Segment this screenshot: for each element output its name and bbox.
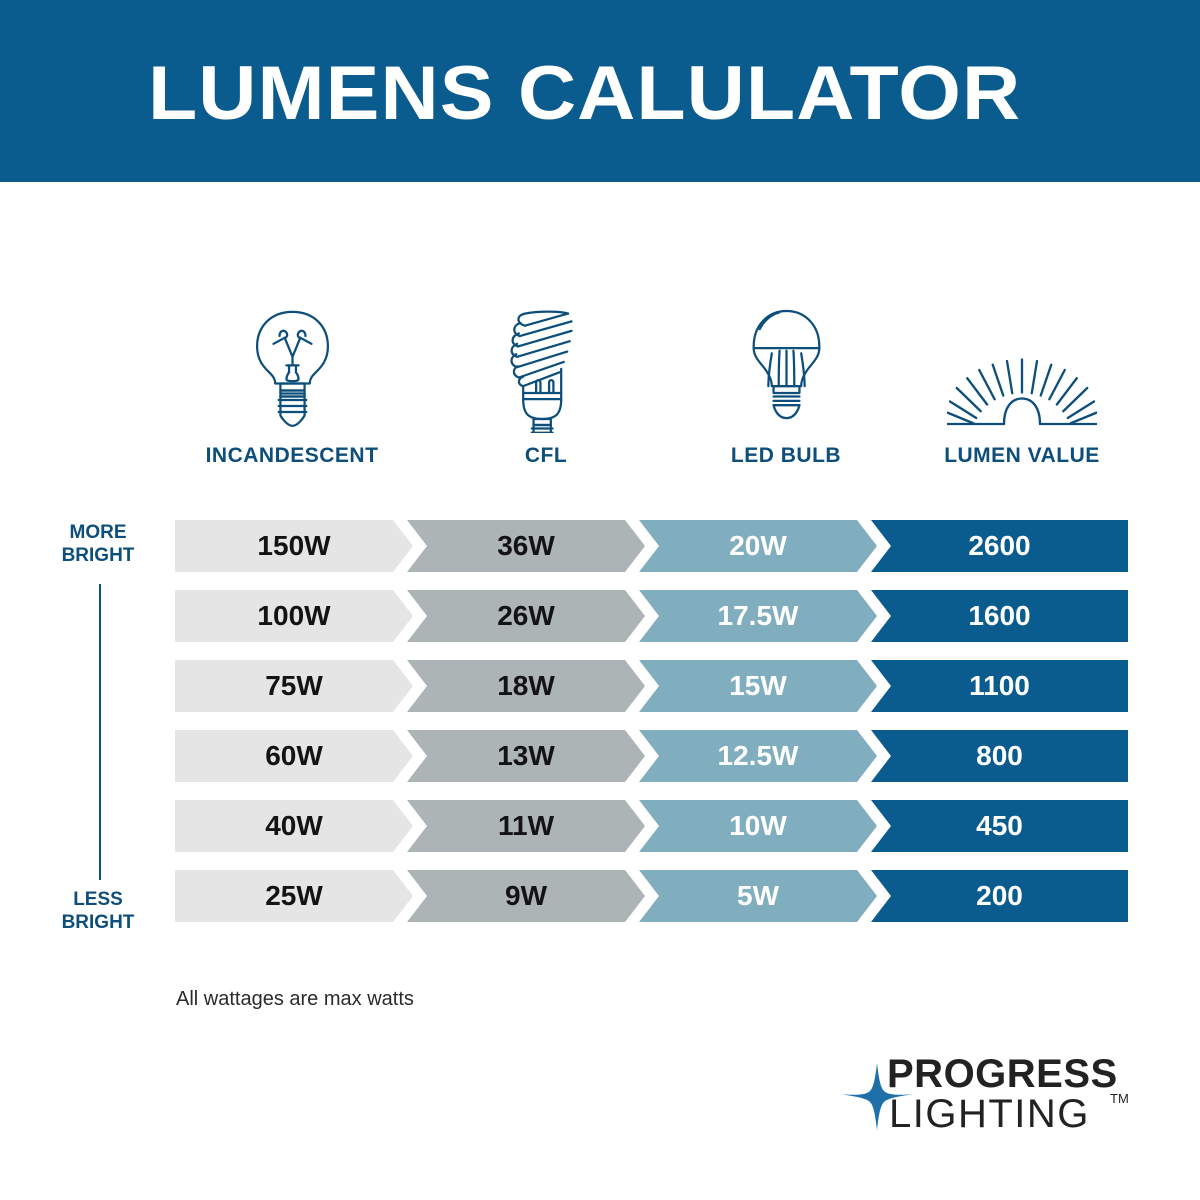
svg-text:LIGHTING: LIGHTING: [889, 1092, 1090, 1136]
svg-text:PROGRESS: PROGRESS: [887, 1052, 1118, 1096]
svg-text:TM: TM: [1110, 1091, 1129, 1106]
